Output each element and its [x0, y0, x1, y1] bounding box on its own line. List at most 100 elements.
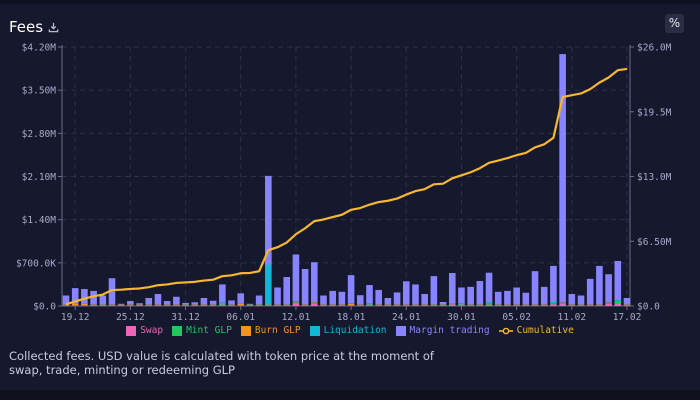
y-left-tick-label: $0.0 [33, 302, 56, 313]
bar-liquidation [614, 300, 622, 302]
legend-item-cumulative[interactable]: Cumulative [498, 325, 574, 336]
bar-margin-trading [219, 284, 226, 303]
percent-toggle-button[interactable]: % [665, 14, 684, 33]
bar-burn-glp [329, 304, 337, 306]
legend-item-mint-glp[interactable]: Mint GLP [172, 325, 232, 336]
bar-margin-trading [467, 286, 474, 305]
bar-liquidation [366, 303, 373, 305]
legend-item-burn-glp[interactable]: Burn GLP [240, 325, 301, 336]
fees-card: Fees % [0, 4, 700, 390]
bar-margin-trading [347, 275, 355, 304]
download-icon[interactable] [48, 22, 59, 33]
bar-margin-trading [90, 290, 97, 305]
bar-burn-glp [623, 304, 631, 306]
legend-item-margin-trading[interactable]: Margin trading [395, 325, 490, 336]
bar-burn-glp [366, 304, 373, 306]
x-tick-label: 19.12 [61, 312, 90, 323]
bar-burn-glp [586, 304, 594, 306]
bar-burn-glp [485, 303, 493, 305]
legend-label: Swap [140, 325, 164, 336]
bar-burn-glp [292, 301, 300, 303]
bar-burn-glp [476, 304, 484, 306]
y-left-tick-label: $2.10M [22, 172, 57, 183]
bar-margin-trading [292, 254, 300, 302]
bar-margin-trading [421, 293, 428, 305]
bar-burn-glp [550, 303, 557, 304]
bar-burn-glp [62, 304, 70, 306]
bar-mint-glp [485, 304, 493, 306]
bar-margin-trading [81, 289, 88, 304]
bar-margin-trading [274, 287, 281, 305]
bar-burn-glp [219, 304, 226, 306]
x-tick-label: 11.02 [558, 312, 587, 323]
bar-margin-trading [136, 303, 143, 305]
bar-burn-glp [402, 304, 410, 306]
legend-label: Mint GLP [186, 325, 232, 336]
bar-margin-trading [540, 286, 548, 305]
bar-margin-trading [614, 260, 622, 301]
x-tick-label: 06.01 [226, 312, 255, 323]
x-tick-label: 30.01 [447, 312, 476, 323]
bar-margin-trading [127, 301, 134, 305]
bar-swap [550, 304, 557, 306]
legend-item-liquidation[interactable]: Liquidation [309, 325, 387, 336]
bar-margin-trading [228, 300, 235, 305]
bar-margin-trading [559, 54, 566, 303]
y-left-tick-label: $1.40M [22, 215, 57, 226]
bar-margin-trading [458, 287, 465, 304]
bar-margin-trading [366, 285, 373, 304]
bar-margin-trading [191, 302, 199, 305]
bar-margin-trading [439, 301, 447, 305]
bar-mint-glp [614, 301, 622, 304]
bar-burn-glp [513, 304, 520, 306]
bar-burn-glp [154, 304, 162, 306]
bar-liquidation [485, 302, 493, 304]
x-tick-label: 24.01 [392, 312, 421, 323]
legend-item-swap[interactable]: Swap [126, 325, 163, 336]
bar-burn-glp [439, 304, 447, 306]
bar-margin-trading [265, 175, 272, 265]
legend-swatch [126, 325, 137, 336]
bar-burn-glp [145, 304, 153, 306]
bar-margin-trading [596, 265, 603, 305]
bar-margin-trading [154, 293, 162, 305]
bar-margin-trading [623, 297, 631, 305]
bar-margin-trading [301, 269, 309, 305]
y-left-tick-label: $700.0K [16, 258, 56, 269]
bar-burn-glp [504, 304, 511, 306]
bar-burn-glp [209, 304, 217, 306]
bar-margin-trading [173, 296, 180, 305]
bar-margin-trading [476, 281, 484, 305]
bar-burn-glp [614, 301, 622, 302]
y-left-tick-label: $3.50M [22, 86, 57, 97]
bar-burn-glp [237, 303, 245, 306]
bar-burn-glp [90, 304, 97, 306]
bar-margin-trading [255, 295, 263, 305]
bar-mint-glp [292, 302, 300, 304]
x-tick-label: 31.12 [171, 312, 200, 323]
bar-burn-glp [246, 304, 254, 306]
bar-margin-trading [393, 292, 401, 305]
bar-margin-trading [237, 293, 245, 304]
bar-margin-trading [329, 290, 337, 305]
bar-burn-glp [265, 304, 272, 306]
legend-label: Burn GLP [254, 325, 301, 336]
x-tick-label: 25.12 [116, 312, 145, 323]
bar-burn-glp [173, 304, 180, 306]
bar-margin-trading [209, 300, 217, 305]
bar-margin-trading [586, 278, 594, 305]
bar-margin-trading [375, 289, 382, 305]
bar-swap [311, 303, 318, 306]
bar-margin-trading [62, 295, 70, 305]
bar-burn-glp [274, 304, 281, 306]
bar-margin-trading [605, 274, 612, 303]
bar-margin-trading [577, 295, 585, 305]
bar-margin-trading [145, 297, 153, 305]
bar-burn-glp [577, 304, 585, 306]
bar-margin-trading [494, 291, 502, 305]
bar-burn-glp [596, 304, 603, 306]
bar-margin-trading [311, 262, 318, 302]
bar-margin-trading [522, 292, 530, 305]
bar-swap [559, 303, 566, 306]
